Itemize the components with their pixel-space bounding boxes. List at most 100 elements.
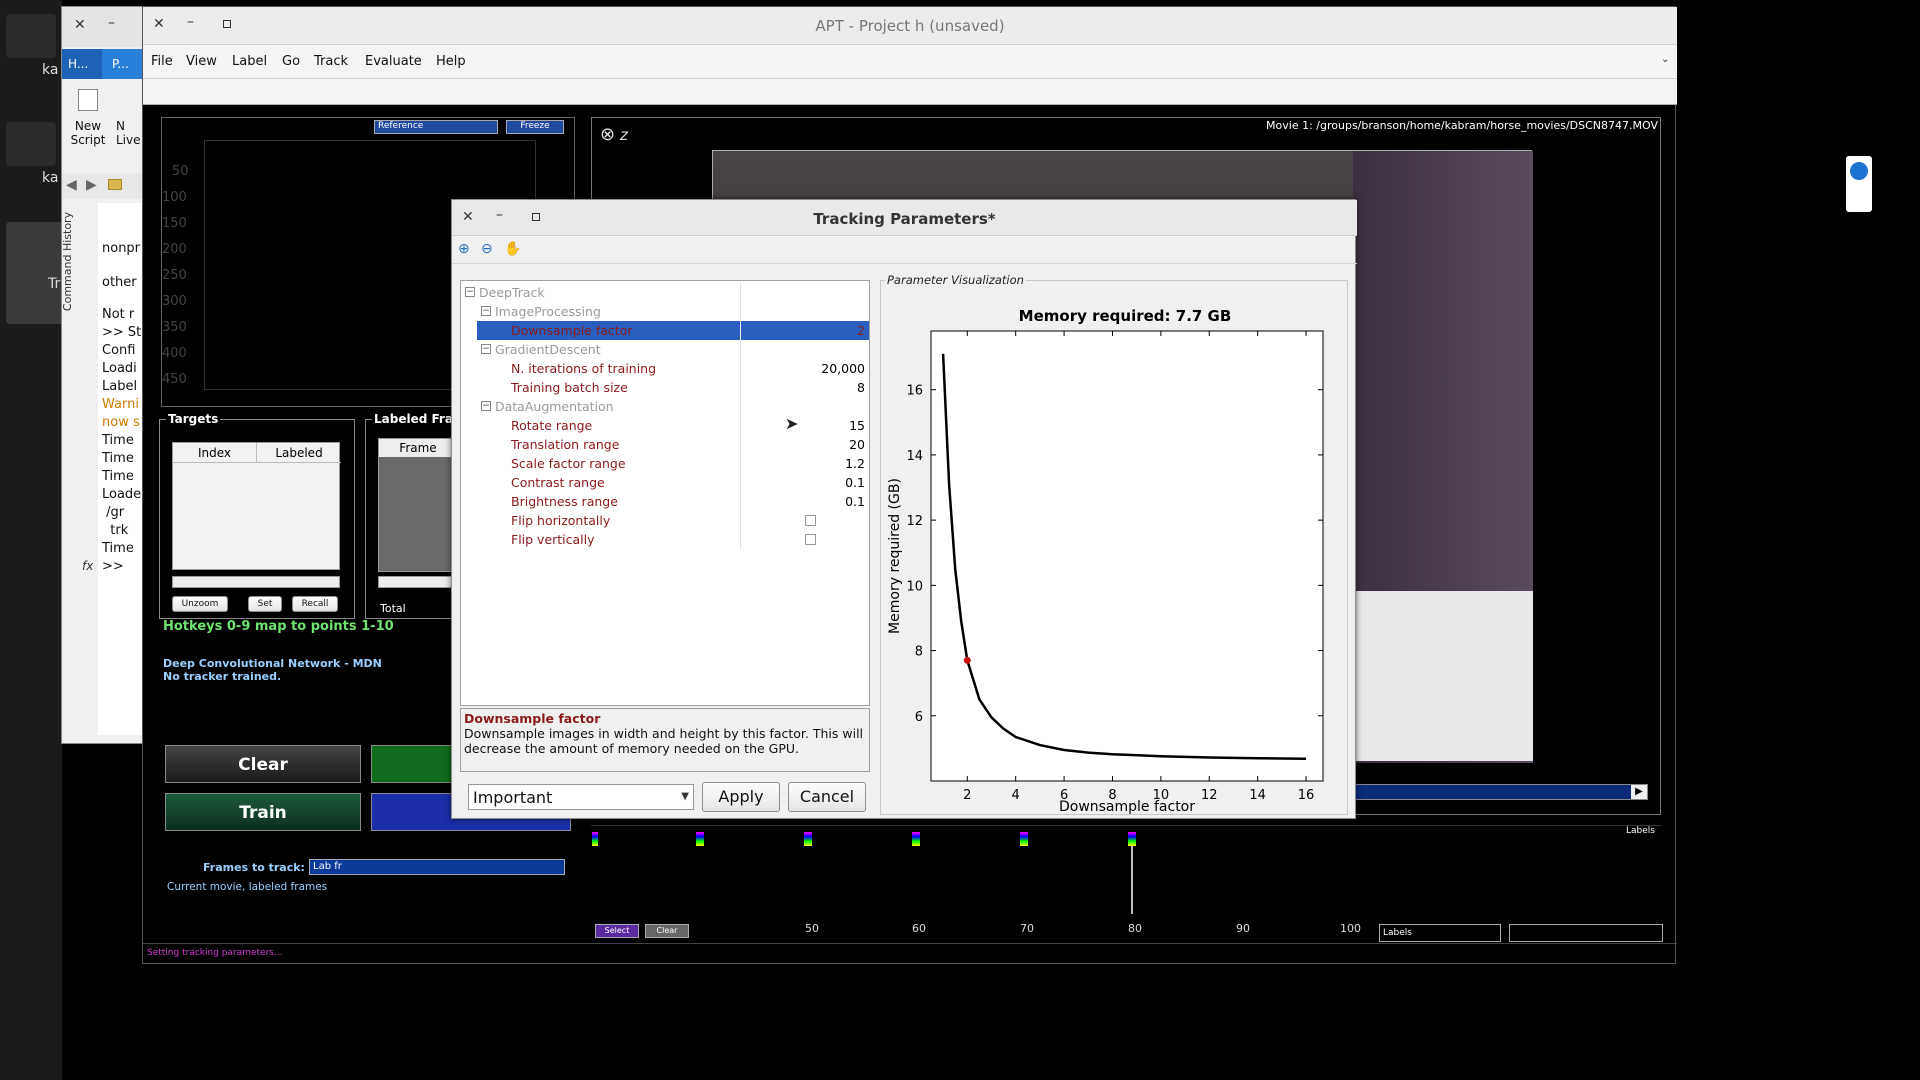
targets-table[interactable]: Index Labeled — [172, 442, 341, 570]
collapse-icon[interactable]: − — [465, 287, 475, 297]
menu-evaluate[interactable]: Evaluate — [365, 54, 422, 69]
train-button[interactable]: Train — [165, 793, 361, 831]
command-history-panel: Command History — [61, 203, 82, 323]
back-arrow-icon[interactable]: ◀ — [66, 177, 77, 193]
timeline-tick-label: 100 — [1340, 922, 1361, 935]
forward-arrow-icon[interactable]: ▶ — [86, 177, 97, 193]
timeline-cursor[interactable] — [1131, 846, 1133, 914]
label-button[interactable] — [371, 745, 457, 783]
tree-row-imageprocessing[interactable]: − ImageProcessing — [461, 302, 869, 321]
tree-row-value[interactable]: 20,000 — [821, 361, 865, 376]
new-live-button[interactable]: N Live — [112, 83, 152, 153]
folder-icon[interactable] — [108, 179, 122, 190]
zoom-reset-icon[interactable]: ⊗ — [600, 124, 616, 145]
tree-row-scale-factor-range[interactable]: Scale factor range 1.2 — [461, 454, 869, 473]
cancel-button[interactable]: Cancel — [788, 782, 866, 812]
tree-row-brightness-range[interactable]: Brightness range 0.1 — [461, 492, 869, 511]
labeled-frames-hscrollbar[interactable] — [378, 576, 456, 588]
tree-row-deeptrack[interactable]: − DeepTrack — [461, 283, 869, 302]
dialog-title: Tracking Parameters* — [813, 210, 996, 228]
menu-view[interactable]: View — [186, 54, 217, 69]
tree-row-value[interactable]: 8 — [857, 380, 865, 395]
minimize-icon[interactable]: – — [108, 15, 115, 31]
timeline-clear-button[interactable]: Clear — [645, 924, 689, 938]
tree-row-dataaugmentation[interactable]: − DataAugmentation — [461, 397, 869, 416]
desktop-icon[interactable] — [6, 122, 56, 166]
maximize-icon[interactable] — [532, 213, 540, 221]
tree-row-flip-vertically[interactable]: Flip vertically — [461, 530, 869, 549]
tree-row-translation-range[interactable]: Translation range 20 — [461, 435, 869, 454]
x-tick-label: 8 — [1108, 788, 1116, 803]
targets-col-index[interactable]: Index — [173, 443, 257, 463]
close-icon[interactable]: ✕ — [153, 16, 165, 32]
column-separator — [740, 511, 741, 530]
apply-button[interactable]: Apply — [702, 782, 780, 812]
zoom-out-icon[interactable]: ⊖ — [481, 241, 493, 257]
slider-right-arrow[interactable]: ▶ — [1631, 785, 1647, 799]
tree-row-rotate-range[interactable]: Rotate range 15 — [461, 416, 869, 435]
freeze-button[interactable]: Freeze — [506, 120, 564, 134]
minimize-icon[interactable]: – — [187, 14, 194, 30]
timeline-marker — [912, 832, 920, 846]
menu-track[interactable]: Track — [314, 54, 349, 69]
matlab-tab-home[interactable]: H... — [62, 49, 102, 79]
movie-frame-slider[interactable]: ▶ — [1352, 784, 1648, 800]
collapse-icon[interactable]: − — [481, 306, 491, 316]
tree-row-batch-size[interactable]: Training batch size 8 — [461, 378, 869, 397]
tree-row-value[interactable]: 0.1 — [845, 475, 865, 490]
new-script-button[interactable]: New Script — [66, 83, 110, 153]
collapse-icon[interactable]: − — [481, 401, 491, 411]
clear-button[interactable]: Clear — [165, 745, 361, 783]
flip-vertically-checkbox[interactable] — [805, 534, 816, 545]
flip-horizontally-checkbox[interactable] — [805, 515, 816, 526]
timeline-panel[interactable]: 50 60 70 80 90 100 Select Clear Labels L… — [591, 825, 1663, 945]
zoom-in-icon[interactable]: ⊕ — [458, 241, 470, 257]
menu-go[interactable]: Go — [282, 54, 301, 69]
filter-select[interactable]: Important ▼ — [468, 784, 694, 810]
targets-col-labeled[interactable]: Labeled — [257, 443, 341, 463]
tree-row-value[interactable]: 0.1 — [845, 494, 865, 509]
side-widget-icon[interactable] — [1846, 156, 1872, 212]
tree-row-downsample-factor[interactable]: Downsample factor 2 — [477, 321, 869, 340]
close-icon[interactable]: ✕ — [462, 209, 474, 225]
fx-icon: fx — [82, 559, 94, 573]
chevron-down-icon[interactable]: ⌄ — [1661, 54, 1670, 65]
tree-row-value[interactable]: 1.2 — [845, 456, 865, 471]
collapse-icon[interactable]: − — [481, 344, 491, 354]
tree-row-value[interactable]: 20 — [849, 437, 865, 452]
movie-label: Movie 1: /groups/branson/home/kabram/hor… — [1266, 119, 1658, 132]
timeline-select-button[interactable]: Select — [595, 924, 639, 938]
menu-label[interactable]: Label — [232, 54, 268, 69]
frames-to-track-select[interactable]: Lab fr — [309, 859, 565, 875]
tree-row-iterations[interactable]: N. iterations of training 20,000 — [461, 359, 869, 378]
tree-row-label: ImageProcessing — [495, 304, 601, 319]
set-button[interactable]: Set — [248, 596, 282, 612]
minimize-icon[interactable]: – — [496, 207, 503, 223]
parameter-tree[interactable]: − DeepTrack − ImageProcessing Downsample… — [460, 280, 870, 706]
reference-select[interactable]: Reference — [374, 120, 498, 134]
labels-select[interactable]: Labels — [1379, 924, 1501, 942]
new-script-label: New Script — [70, 119, 106, 147]
labels-text-box[interactable] — [1509, 924, 1663, 942]
pan-hand-icon[interactable]: ✋ — [504, 241, 522, 257]
status-bar: Setting tracking parameters... — [143, 943, 1677, 963]
targets-hscrollbar[interactable] — [172, 576, 340, 588]
desktop-icon[interactable] — [6, 14, 56, 58]
tree-row-value[interactable]: 2 — [857, 323, 865, 338]
menu-file[interactable]: File — [151, 54, 173, 69]
frame-column-header[interactable]: Frame — [379, 439, 457, 457]
tree-row-contrast-range[interactable]: Contrast range 0.1 — [461, 473, 869, 492]
close-icon[interactable]: ✕ — [74, 17, 86, 33]
tree-row-flip-horizontally[interactable]: Flip horizontally — [461, 511, 869, 530]
tree-row-value[interactable]: 15 — [849, 418, 865, 433]
unzoom-button[interactable]: Unzoom — [172, 596, 228, 612]
column-separator — [740, 378, 741, 397]
menu-help[interactable]: Help — [436, 54, 466, 69]
recall-button[interactable]: Recall — [292, 596, 338, 612]
desktop-icon[interactable] — [6, 222, 66, 324]
maximize-icon[interactable] — [223, 20, 231, 28]
labeled-frames-table[interactable]: Frame — [378, 438, 457, 572]
tree-row-gradientdescent[interactable]: − GradientDescent — [461, 340, 869, 359]
y-tick-label: 450 — [162, 372, 187, 387]
status-text: Setting tracking parameters... — [147, 948, 283, 958]
